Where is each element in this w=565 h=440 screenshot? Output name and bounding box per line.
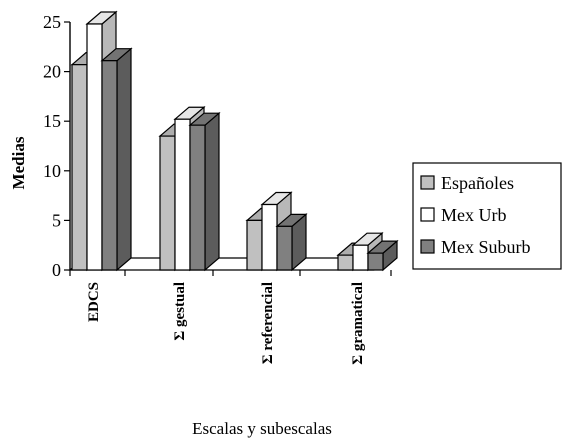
bar-front-face — [276, 225, 293, 271]
bar-front-face — [86, 23, 103, 271]
x-tick-label: EDCS — [86, 282, 102, 322]
bar-front-face — [352, 244, 369, 271]
bar — [366, 239, 399, 272]
bar-front-face — [159, 135, 176, 271]
bar — [275, 213, 308, 272]
legend-label: Mex Suburb — [441, 237, 531, 257]
legend-item: Mex Suburb — [420, 237, 531, 257]
bar-front-face — [174, 118, 191, 271]
bar-front-face — [246, 219, 263, 271]
legend-label: Mex Urb — [441, 205, 507, 225]
legend-swatch — [420, 207, 435, 222]
bar-side-face — [204, 111, 220, 272]
legend-swatch — [420, 175, 435, 190]
bar-front-face — [337, 254, 354, 271]
y-tick-label: 20 — [43, 62, 61, 82]
bar-front-face — [71, 64, 88, 271]
legend-item: Mex Urb — [420, 205, 507, 225]
y-tick-label: 0 — [52, 260, 61, 280]
y-tick-label: 15 — [43, 111, 61, 131]
legend: Españoles Mex Urb Mex Suburb — [412, 162, 562, 270]
legend-label: Españoles — [441, 173, 514, 193]
x-tick-label: Σ referencial — [260, 282, 276, 364]
x-tick-label: Σ gramatical — [350, 282, 366, 365]
bar-front-face — [101, 60, 118, 271]
y-axis-label: Medias — [9, 136, 28, 189]
y-tick-label: 10 — [43, 161, 61, 181]
legend-item: Españoles — [420, 173, 514, 193]
bar-side-face — [116, 47, 132, 272]
bar-front-face — [261, 203, 278, 271]
bar-front-face — [189, 124, 206, 271]
bar-group — [70, 10, 399, 272]
x-axis-label: Escalas y subescalas — [192, 419, 332, 438]
legend-box — [412, 162, 562, 270]
bar-front-face — [367, 252, 384, 271]
legend-swatch — [420, 239, 435, 254]
y-axis: 0 5 10 15 20 25 — [43, 12, 71, 280]
y-tick-label: 5 — [52, 210, 61, 230]
x-tick-label: Σ gestual — [172, 282, 188, 341]
bar — [188, 111, 221, 272]
x-axis-ticks: EDCS Σ gestual Σ referencial Σ gramatical — [69, 270, 392, 365]
y-tick-label: 25 — [43, 12, 61, 32]
bar — [100, 47, 133, 272]
